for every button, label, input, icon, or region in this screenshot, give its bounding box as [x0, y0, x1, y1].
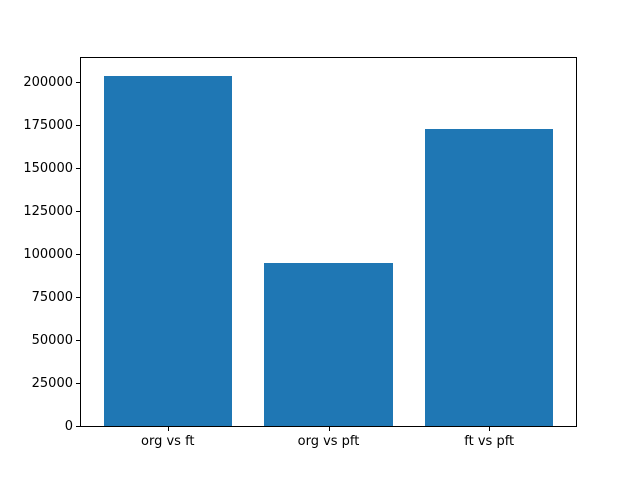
x-tick-mark — [489, 427, 491, 431]
y-tick-label: 25000 — [31, 376, 73, 392]
y-tick-mark — [76, 297, 80, 299]
y-tick-label: 0 — [64, 419, 73, 434]
y-tick-mark — [76, 168, 80, 170]
y-tick-label: 150000 — [23, 161, 73, 177]
y-tick-label: 200000 — [23, 75, 73, 91]
y-tick-label: 50000 — [31, 333, 73, 349]
y-tick-mark — [76, 125, 80, 127]
y-tick-mark — [76, 383, 80, 385]
plot-area — [80, 57, 577, 427]
x-tick-label: org vs pft — [297, 434, 360, 449]
bar-org-vs-pft — [264, 262, 393, 426]
y-tick-mark — [76, 82, 80, 84]
bar-ft-vs-pft — [424, 128, 554, 426]
y-tick-label: 100000 — [23, 247, 73, 263]
y-tick-mark — [76, 254, 80, 256]
y-tick-mark — [76, 340, 80, 342]
x-tick-label: ft vs pft — [464, 434, 515, 449]
y-tick-label: 175000 — [23, 118, 73, 134]
x-tick-mark — [328, 427, 330, 431]
y-tick-label: 125000 — [23, 204, 73, 220]
bar-org-vs-ft — [103, 75, 233, 426]
x-tick-mark — [167, 427, 169, 431]
x-tick-label: org vs ft — [141, 434, 195, 449]
y-tick-mark — [76, 426, 80, 427]
y-tick-label: 75000 — [31, 290, 73, 306]
y-tick-mark — [76, 211, 80, 213]
